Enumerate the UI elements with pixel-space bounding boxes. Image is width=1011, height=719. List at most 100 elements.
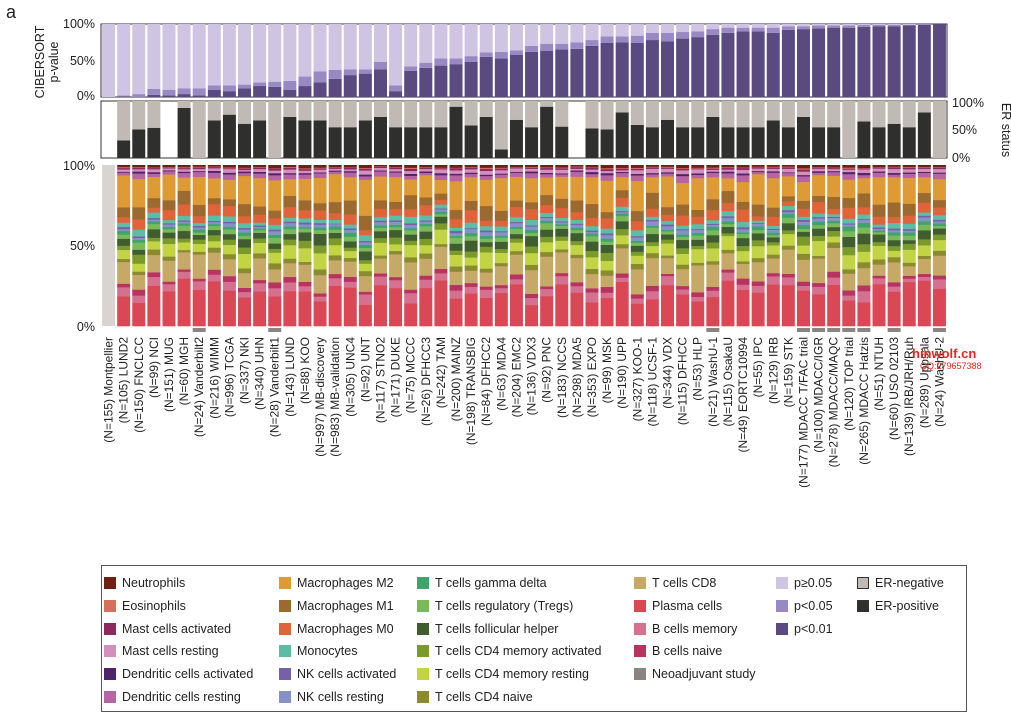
legend-item-21-swatch <box>634 645 646 658</box>
composition-bar-10-7 <box>253 232 267 239</box>
composition-bar-38-16 <box>676 175 690 184</box>
composition-bar-27-8 <box>509 228 523 235</box>
composition-bar-53-11 <box>902 228 916 231</box>
composition-bar-18-6 <box>373 237 387 243</box>
composition-bar-39-0 <box>691 301 705 327</box>
composition-bar-17-11 <box>358 240 372 243</box>
composition-bar-36-11 <box>645 219 659 222</box>
er-bar-26-s0 <box>494 149 508 158</box>
composition-bar-50-5 <box>857 251 871 263</box>
composition-bar-20-10 <box>404 224 418 229</box>
pvalue-bar-20-s2 <box>404 24 418 67</box>
composition-bar-10-6 <box>253 238 267 243</box>
composition-bar-17-1 <box>358 294 372 306</box>
composition-bar-17-4 <box>358 270 372 277</box>
composition-bar-23-14 <box>449 209 463 220</box>
legend-item-13-swatch <box>417 599 429 612</box>
composition-bar-48-17 <box>827 170 841 173</box>
composition-bar-54-21 <box>917 165 931 168</box>
composition-bar-42-17 <box>736 173 750 176</box>
composition-bar-9-4 <box>238 268 252 274</box>
composition-bar-51-12 <box>872 224 886 228</box>
er-bar-27-s0 <box>509 119 523 158</box>
composition-bar-32-13 <box>585 217 599 227</box>
composition-bar-27-9 <box>509 226 523 229</box>
composition-bar-31-2 <box>570 282 584 287</box>
composition-bar-18-5 <box>373 242 387 256</box>
pvalue-bar-52-s2 <box>887 24 901 25</box>
composition-bar-4-19 <box>162 167 176 169</box>
composition-bar-8-9 <box>222 226 236 230</box>
composition-bar-43-8 <box>751 229 765 234</box>
composition-bar-46-7 <box>796 231 810 237</box>
composition-bar-30-11 <box>555 221 569 223</box>
composition-bar-20-21 <box>404 165 418 168</box>
composition-bar-52-13 <box>887 216 901 223</box>
composition-bar-7-5 <box>207 241 221 248</box>
composition-bar-41-5 <box>721 235 735 250</box>
composition-bar-24-14 <box>464 200 478 211</box>
pvalue-bar-20-s1 <box>404 66 418 71</box>
composition-bar-1-12 <box>117 222 131 228</box>
composition-bar-42-10 <box>736 229 750 233</box>
composition-bar-13-15 <box>298 178 312 201</box>
composition-bar-45-9 <box>781 213 795 218</box>
composition-bar-24-20 <box>464 167 478 168</box>
composition-bar-20-17 <box>404 173 418 176</box>
composition-bar-33-8 <box>600 241 614 245</box>
composition-bar-15-1 <box>328 278 342 286</box>
cohort-label-43: (N=55) IPC <box>751 337 765 398</box>
composition-bar-15-2 <box>328 273 342 279</box>
composition-bar-40-2 <box>706 286 720 291</box>
cohort-label-13: (N=88) KOO <box>298 337 312 404</box>
composition-bar-22-11 <box>434 208 448 210</box>
pvalue-bar-34-s1 <box>615 36 629 43</box>
pvalue-bar-18-s1 <box>373 61 387 70</box>
legend-item-3-swatch <box>104 645 116 658</box>
composition-bar-2-7 <box>132 249 146 255</box>
composition-bar-13-14 <box>298 200 312 211</box>
composition-bar-51-2 <box>872 275 886 279</box>
composition-bar-2-10 <box>132 237 146 240</box>
cohort-label-25: (N=84) DFHCC2 <box>479 337 493 426</box>
composition-bar-44-0 <box>766 284 780 327</box>
er-bar-25-s0 <box>479 116 493 158</box>
pvalue-bar-18-s0 <box>373 69 387 97</box>
composition-bar-25-17 <box>479 174 493 177</box>
er-bar-34-s0 <box>615 112 629 158</box>
pvalue-bar-46-s1 <box>796 26 810 30</box>
composition-bar-20-20 <box>404 167 418 169</box>
composition-bar-6-13 <box>192 215 206 224</box>
composition-bar-4-10 <box>162 224 176 228</box>
composition-bar-3-19 <box>147 167 161 170</box>
composition-bar-31-20 <box>570 166 584 168</box>
composition-bar-43-6 <box>751 240 765 247</box>
composition-bar-8-11 <box>222 221 236 224</box>
composition-bar-40-15 <box>706 177 720 200</box>
composition-bar-43-21 <box>751 165 765 167</box>
composition-bar-12-11 <box>283 221 297 224</box>
er-bar-43-s1 <box>751 101 765 128</box>
cohort-label-36: (N=118) UCSF-1 <box>645 337 659 427</box>
pvalue-bar-25-s0 <box>479 56 493 97</box>
composition-bar-27-16 <box>509 172 523 177</box>
composition-bar-43-12 <box>751 220 765 224</box>
composition-bar-43-17 <box>751 170 765 173</box>
composition-bar-40-11 <box>706 223 720 225</box>
composition-bar-27-0 <box>509 284 523 327</box>
composition-bar-49-10 <box>842 224 856 227</box>
er-bar-41-s0 <box>721 127 735 158</box>
legend-item-1: Eosinophils <box>104 597 186 615</box>
er-bar-3-s0 <box>147 127 161 158</box>
composition-bar-19-6 <box>389 237 403 245</box>
composition-bar-16-11 <box>343 228 357 231</box>
composition-bar-10-21 <box>253 165 267 168</box>
composition-bar-49-1 <box>842 295 856 301</box>
composition-bar-23-8 <box>449 237 463 244</box>
composition-bar-21-2 <box>419 275 433 280</box>
composition-bar-19-2 <box>389 276 403 281</box>
composition-bar-52-19 <box>887 167 901 170</box>
composition-bar-5-3 <box>177 252 191 270</box>
composition-bar-15-13 <box>328 213 342 220</box>
composition-bar-8-0 <box>222 290 236 327</box>
